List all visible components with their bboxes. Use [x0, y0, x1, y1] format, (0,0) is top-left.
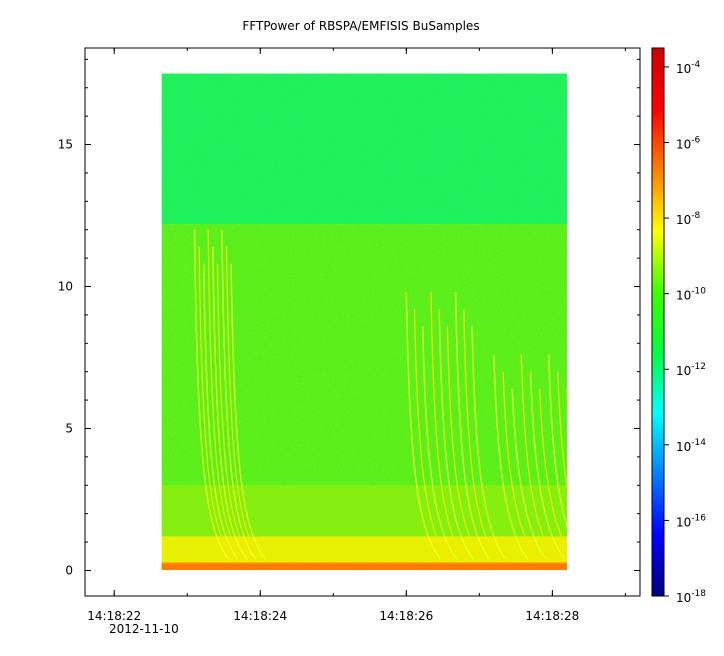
- colorbar-exponent: -8: [691, 211, 700, 221]
- burst-streak: [225, 246, 262, 560]
- burst-streak: [221, 229, 257, 560]
- colorbar-tick-label: 10-8: [676, 211, 701, 227]
- colorbar-tick-label: 10-10: [676, 287, 706, 303]
- x-tick-label: 14:18:28: [525, 609, 579, 623]
- burst-streak: [405, 292, 441, 560]
- colorbar-tick-label: 10-18: [676, 589, 706, 605]
- burst-streak: [520, 354, 556, 560]
- burst-streak: [203, 263, 239, 560]
- burst-streak: [216, 263, 252, 560]
- y-tick-label: 15: [58, 138, 73, 152]
- colorbar-tick-label: 10-6: [676, 135, 701, 151]
- colorbar-exponent: -16: [691, 513, 706, 523]
- colorbar-tick-label: 10-14: [676, 438, 706, 454]
- burst-streak: [212, 246, 248, 560]
- colorbar-tick-label: 10-16: [676, 513, 706, 529]
- burst-streak: [422, 326, 458, 560]
- y-tick-label: 5: [65, 421, 73, 435]
- burst-streak: [493, 354, 529, 560]
- low-freq-glow: [161, 485, 567, 537]
- burst-streak: [454, 292, 491, 560]
- burst-streak: [529, 371, 566, 560]
- burst-streak: [193, 229, 230, 560]
- colorbar: [651, 47, 665, 597]
- colorbar-exponent: -14: [691, 438, 706, 448]
- spectrogram-data: [161, 73, 568, 570]
- burst-streak: [548, 354, 568, 532]
- burst-streak: [557, 371, 568, 496]
- x-tick-label: 14:18:22: [87, 609, 141, 623]
- emission-burst-2: [493, 354, 568, 560]
- burst-streak: [538, 388, 568, 552]
- colorbar-exponent: -4: [691, 60, 700, 70]
- colorbar-tick-label: 10-12: [676, 362, 706, 378]
- noise-upper: [161, 73, 567, 225]
- colorbar-axis: 10-4 10-6 10-8 10-10 10-12 10-14 10-16 10-18: [664, 60, 706, 605]
- x-axis: 14:18:22 14:18:24 14:18:26 14:18:28: [87, 48, 626, 623]
- burst-streak: [198, 246, 234, 560]
- colorbar-exponent: -10: [691, 287, 706, 297]
- burst-streak: [230, 263, 266, 560]
- burst-streak: [430, 292, 466, 560]
- colorbar-exponent: -18: [691, 589, 706, 599]
- colorbar-exponent: -12: [691, 362, 706, 372]
- y-axis: 0 5 10 15: [58, 58, 640, 577]
- burst-streak: [446, 326, 482, 560]
- burst-streak: [438, 309, 474, 560]
- chart-title: FFTPower of RBSPA/EMFISIS BuSamples: [242, 19, 479, 33]
- x-tick-label: 14:18:26: [379, 609, 433, 623]
- y-tick-label: 0: [65, 563, 73, 577]
- burst-streak: [463, 309, 499, 560]
- x-tick-label: 14:18:24: [233, 609, 287, 623]
- y-tick-label: 10: [58, 280, 73, 294]
- colorbar-exponent: -6: [691, 135, 700, 145]
- burst-streak: [511, 388, 547, 560]
- colorbar-tick-label: 10-4: [676, 60, 701, 76]
- emission-burst-0: [193, 229, 266, 560]
- noise-lower: [161, 224, 567, 570]
- burst-streak: [471, 326, 507, 560]
- baseline-band: [161, 563, 567, 570]
- emission-burst-1: [405, 292, 507, 560]
- burst-streak: [207, 229, 243, 560]
- burst-streak: [502, 371, 538, 560]
- x-date-label: 2012-11-10: [109, 622, 179, 636]
- burst-streak: [413, 309, 450, 560]
